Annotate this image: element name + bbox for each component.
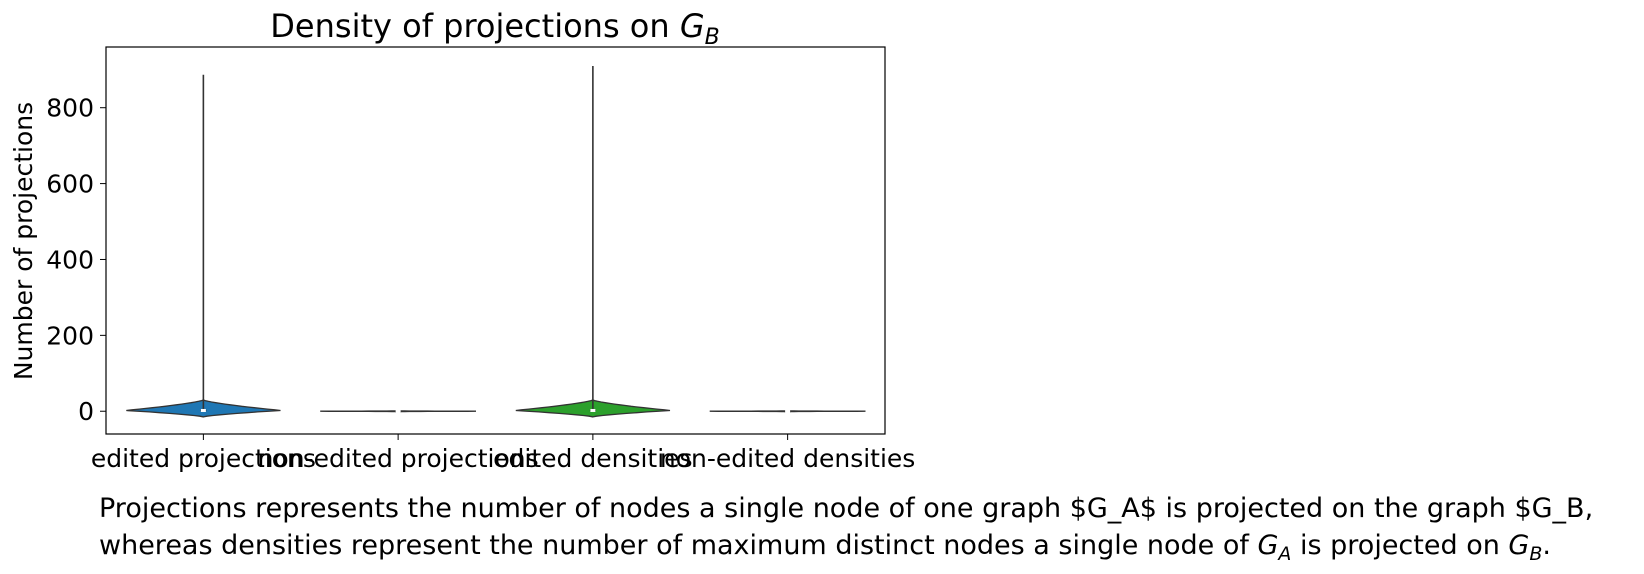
y-tick-label: 400 xyxy=(46,245,94,274)
y-axis-label: Number of projections xyxy=(9,102,38,380)
violin-median-marker xyxy=(200,408,206,412)
violin-chart: Density of projections on GB 0 200 400 600 8… xyxy=(9,7,915,473)
violin-median-marker xyxy=(785,409,791,413)
x-tick-label: non-edited projections xyxy=(258,444,539,473)
y-tick-label: 0 xyxy=(78,397,94,426)
violin-median-marker xyxy=(590,408,596,412)
x-tick-label: edited projections xyxy=(91,444,316,473)
violins-layer xyxy=(126,65,866,418)
violin-median-marker xyxy=(395,409,401,413)
y-tick-label: 600 xyxy=(46,170,94,199)
plot-frame xyxy=(105,46,886,435)
y-tick-label: 800 xyxy=(46,94,94,123)
x-tick-label: non-edited densities xyxy=(660,444,915,473)
y-tick-label: 200 xyxy=(46,321,94,350)
figure-caption: Projections represents the number of nod… xyxy=(99,490,1593,567)
caption-line-1: Projections represents the number of nod… xyxy=(99,493,1594,524)
chart-title: Density of projections on GB xyxy=(270,7,719,50)
x-tick-label: edited densities xyxy=(493,444,692,473)
caption-line-2: whereas densities represent the number o… xyxy=(99,530,1551,565)
y-axis: 0 200 400 600 800 xyxy=(46,94,106,426)
